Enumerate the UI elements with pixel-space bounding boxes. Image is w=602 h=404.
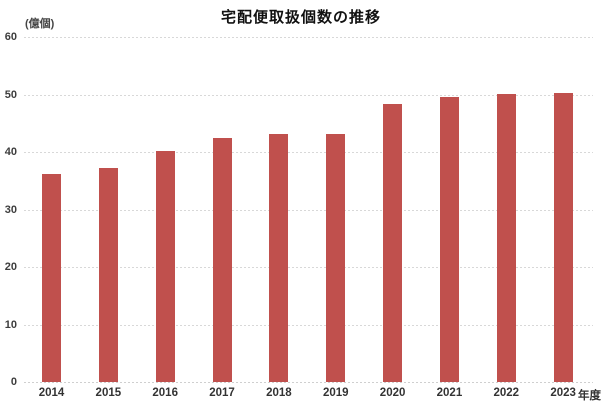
x-tick-label-2019: 2019 bbox=[322, 387, 349, 399]
gridline-50 bbox=[24, 94, 593, 96]
x-tick-label-2023: 2023 bbox=[550, 387, 576, 399]
y-tick-label-50: 50 bbox=[4, 88, 17, 101]
gridline-40 bbox=[24, 152, 593, 153]
y-tick-label-0: 0 bbox=[10, 376, 17, 388]
x-tick-label-2021: 2021 bbox=[436, 387, 463, 399]
bar-2017 bbox=[212, 137, 232, 382]
bar-2019 bbox=[326, 133, 346, 382]
bar-2014 bbox=[42, 174, 61, 382]
y-tick-label-10: 10 bbox=[4, 318, 17, 331]
x-tick-label-2020: 2020 bbox=[379, 387, 406, 399]
gridline-0 bbox=[24, 382, 593, 383]
x-tick-label-2022: 2022 bbox=[493, 387, 520, 399]
x-tick-label-2017: 2017 bbox=[209, 387, 235, 399]
bar-2015 bbox=[98, 167, 118, 382]
x-tick-label-2018: 2018 bbox=[266, 387, 292, 399]
bar-2021 bbox=[439, 97, 459, 382]
bar-2022 bbox=[496, 93, 516, 382]
y-tick-label-20: 20 bbox=[4, 261, 17, 273]
x-tick-label-2016: 2016 bbox=[152, 387, 178, 399]
gridline-30 bbox=[24, 209, 593, 211]
y-tick-label-60: 60 bbox=[4, 31, 17, 43]
chart-title: 宅配便取扱個数の推移 bbox=[220, 9, 381, 26]
bar-2023 bbox=[553, 93, 573, 382]
y-axis-unit-label: (億個) bbox=[25, 18, 55, 30]
x-tick-label-2014: 2014 bbox=[38, 387, 65, 399]
x-tick-label-2015: 2015 bbox=[95, 387, 122, 399]
gridline-60 bbox=[24, 37, 593, 38]
bar-2016 bbox=[155, 150, 175, 382]
bar-2018 bbox=[269, 134, 289, 382]
gridline-10 bbox=[24, 324, 593, 326]
x-axis-unit-label: 年度 bbox=[578, 390, 601, 402]
gridline-20 bbox=[24, 267, 593, 268]
plot-area bbox=[24, 37, 593, 383]
y-tick-label-30: 30 bbox=[4, 203, 17, 216]
bar-2020 bbox=[383, 103, 403, 382]
y-tick-label-40: 40 bbox=[4, 146, 17, 158]
